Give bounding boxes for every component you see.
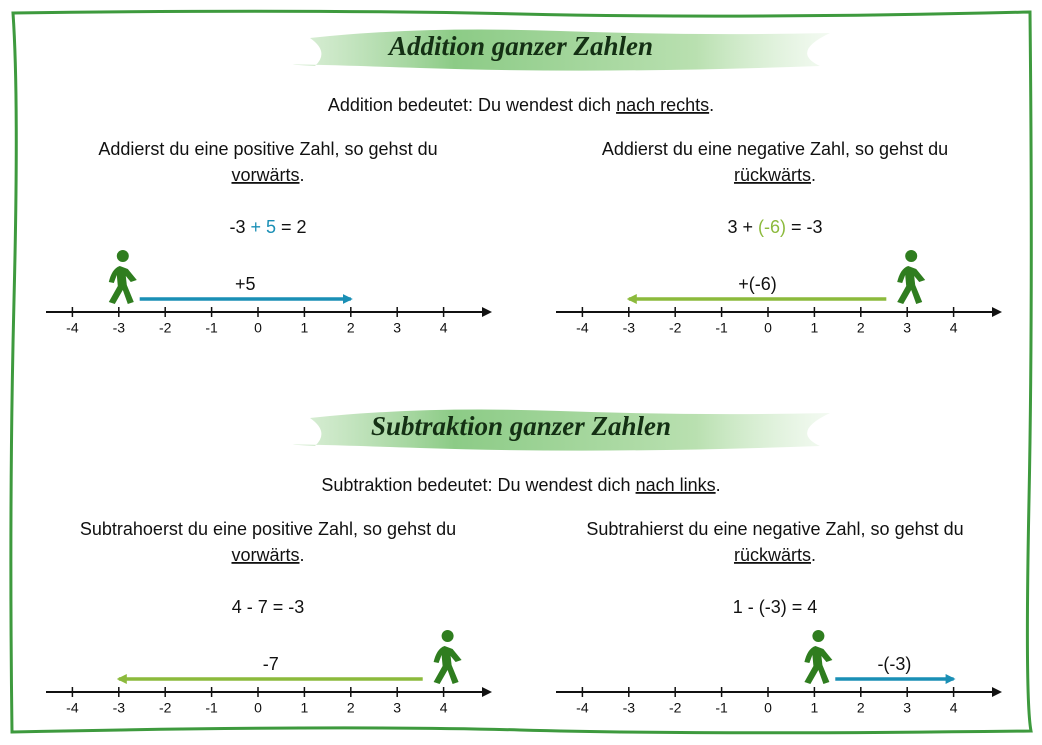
tick-label: 2 [857,700,865,716]
tick-label: -3 [113,700,126,716]
equation-part: + 5 [250,217,276,237]
tick-label: 1 [301,320,309,336]
tick-label: 1 [811,320,819,336]
tick-label: 2 [857,320,865,336]
tick-label: 3 [903,320,911,336]
tick-label: 2 [347,320,355,336]
equation: 1 - (-3) = 4 [733,597,818,617]
tick-label: 0 [764,700,772,716]
walker-head [812,630,825,642]
equation: -3 + 5 = 2 [229,217,306,237]
walker-head [441,630,454,642]
tick-label: 1 [301,700,309,716]
walker-head [905,250,918,262]
direction-underlined: rückwärts [734,545,811,565]
walker-head [116,250,129,262]
case-text: Subtrahierst du eine negative Zahl, so g… [586,519,963,539]
tick-label: 3 [393,700,401,716]
equation-part: 4 - 7 = -3 [232,597,305,617]
tick-label: -1 [715,700,728,716]
rule-lead: Addition bedeutet: Du wendest dich [328,95,616,115]
direction-end: . [811,165,816,185]
section-title: Addition ganzer Zahlen [387,31,653,61]
equation-part: = -3 [786,217,823,237]
case-direction: vorwärts. [231,165,304,185]
title-brush [292,409,830,451]
direction-underlined: rückwärts [734,165,811,185]
arrow-label: +5 [235,274,256,294]
tick-label: -4 [66,320,79,336]
tick-label: 2 [347,700,355,716]
rule-end: . [716,475,721,495]
tick-label: 3 [393,320,401,336]
rule-text: Subtraktion bedeutet: Du wendest dich na… [321,475,720,495]
tick-label: -4 [576,700,589,716]
walker-body [804,646,833,684]
rule-underlined: nach links [636,475,716,495]
arrow-label: -7 [263,654,279,674]
tick-label: 1 [811,700,819,716]
tick-label: -4 [576,320,589,336]
case-text: Subtrahoerst du eine positive Zahl, so g… [80,519,456,539]
tick-label: -2 [669,700,682,716]
tick-label: 4 [950,700,958,716]
tick-label: 4 [440,700,448,716]
equation-part: = 2 [276,217,307,237]
direction-end: . [811,545,816,565]
tick-label: 4 [950,320,958,336]
tick-label: 0 [254,700,262,716]
direction-end: . [300,165,305,185]
case-direction: rückwärts. [734,545,816,565]
tick-label: -2 [669,320,682,336]
page-border [9,9,1033,735]
rule-lead: Subtraktion bedeutet: Du wendest dich [321,475,635,495]
walker-body [897,266,926,304]
rule-text: Addition bedeutet: Du wendest dich nach … [328,95,714,115]
tick-label: -1 [715,320,728,336]
direction-underlined: vorwärts [231,545,299,565]
tick-label: -1 [205,320,218,336]
tick-label: 4 [440,320,448,336]
walker-body [433,646,462,684]
case-text: Addierst du eine negative Zahl, so gehst… [602,139,948,159]
tick-label: -2 [159,700,172,716]
tick-label: -1 [205,700,218,716]
section-title: Subtraktion ganzer Zahlen [371,411,671,441]
tick-label: 3 [903,700,911,716]
title-brush [292,29,830,71]
case-text: Addierst du eine positive Zahl, so gehst… [98,139,437,159]
direction-end: . [300,545,305,565]
direction-underlined: vorwärts [231,165,299,185]
walker-body [108,266,137,304]
tick-label: 0 [254,320,262,336]
arrow-label: -(-3) [877,654,911,674]
tick-label: -3 [113,320,126,336]
tick-label: 0 [764,320,772,336]
equation: 3 + (-6) = -3 [727,217,822,237]
equation-part: (-6) [758,217,786,237]
equation: 4 - 7 = -3 [232,597,305,617]
tick-label: -2 [159,320,172,336]
arrow-label: +(-6) [738,274,777,294]
equation-part: 3 + [727,217,758,237]
equation-part: 1 - (-3) = 4 [733,597,818,617]
rule-underlined: nach rechts [616,95,709,115]
tick-label: -3 [623,700,636,716]
rule-end: . [709,95,714,115]
tick-label: -3 [623,320,636,336]
equation-part: -3 [229,217,250,237]
tick-label: -4 [66,700,79,716]
case-direction: vorwärts. [231,545,304,565]
case-direction: rückwärts. [734,165,816,185]
